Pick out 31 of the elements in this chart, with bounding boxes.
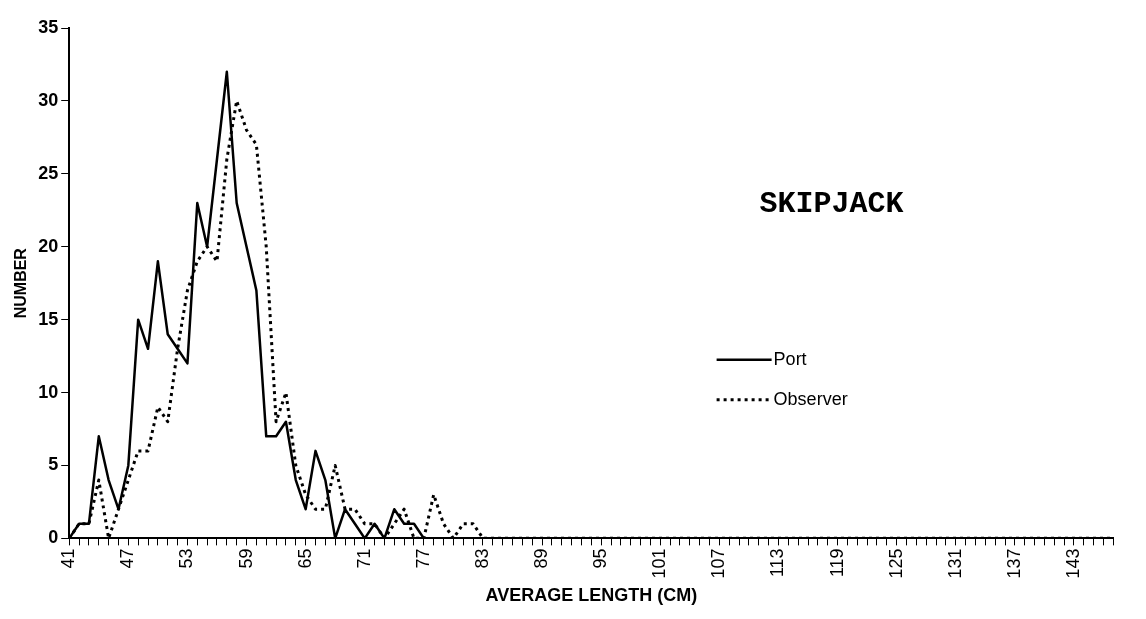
x-tick-label: 143 (1062, 548, 1083, 579)
y-tick-label: 10 (38, 381, 59, 402)
x-tick-label: 89 (531, 548, 552, 569)
y-tick-label: 15 (38, 308, 59, 329)
legend-label: Observer (773, 388, 848, 409)
x-tick-label: 113 (767, 548, 788, 578)
y-tick-label: 30 (38, 89, 59, 110)
x-tick-label: 101 (649, 548, 670, 579)
x-tick-label: 47 (117, 548, 138, 569)
y-tick-label: 0 (48, 527, 59, 548)
x-tick-label: 137 (1003, 548, 1024, 579)
x-tick-label: 77 (412, 548, 433, 569)
y-tick-label: 20 (38, 235, 59, 256)
x-tick-label: 83 (471, 548, 492, 569)
x-tick-label: 65 (294, 548, 315, 569)
x-tick-label: 41 (58, 548, 79, 569)
y-tick-label: 35 (38, 16, 59, 37)
x-tick-label: 131 (944, 548, 965, 579)
legend-label: Port (773, 348, 807, 369)
x-tick-label: 119 (826, 548, 847, 578)
x-tick-label: 59 (235, 548, 256, 569)
x-tick-label: 95 (590, 548, 611, 569)
x-tick-label: 107 (708, 548, 729, 579)
y-axis-title: NUMBER (12, 247, 30, 319)
text: SKIPJACK (759, 186, 904, 221)
x-tick-label: 53 (176, 548, 197, 569)
y-tick-label: 5 (48, 454, 59, 475)
x-axis-title: AVERAGE LENGTH (CM) (485, 585, 698, 606)
y-tick-label: 25 (38, 162, 59, 183)
x-tick-label: 125 (885, 548, 906, 579)
x-tick-label: 71 (353, 548, 374, 569)
